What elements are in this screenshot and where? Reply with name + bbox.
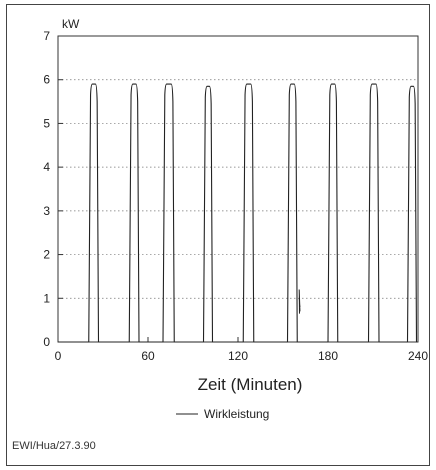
footer-note: EWI/Hua/27.3.90 [12, 440, 96, 452]
y-tick-label: 4 [43, 160, 50, 174]
series-spike [298, 289, 301, 314]
y-tick-label: 7 [43, 29, 50, 43]
y-tick-label: 6 [43, 73, 50, 87]
legend-label: Wirkleistung [204, 407, 269, 421]
x-tick-label: 0 [55, 349, 62, 363]
x-tick-label: 240 [408, 349, 428, 363]
y-tick-label: 1 [43, 291, 50, 305]
series-line-wirkleistung [58, 83, 418, 343]
x-tick-label: 120 [228, 349, 248, 363]
y-tick-label: 3 [43, 204, 50, 218]
plot-area [57, 35, 419, 343]
chart-frame [6, 4, 430, 466]
y-axis-label: kW [62, 17, 80, 31]
x-tick-label: 60 [141, 349, 155, 363]
x-tick-label: 180 [318, 349, 338, 363]
y-tick-label: 5 [43, 116, 50, 130]
y-tick-label: 0 [43, 335, 50, 349]
y-tick-label: 2 [43, 248, 50, 262]
x-axis-label: Zeit (Minuten) [198, 375, 303, 394]
